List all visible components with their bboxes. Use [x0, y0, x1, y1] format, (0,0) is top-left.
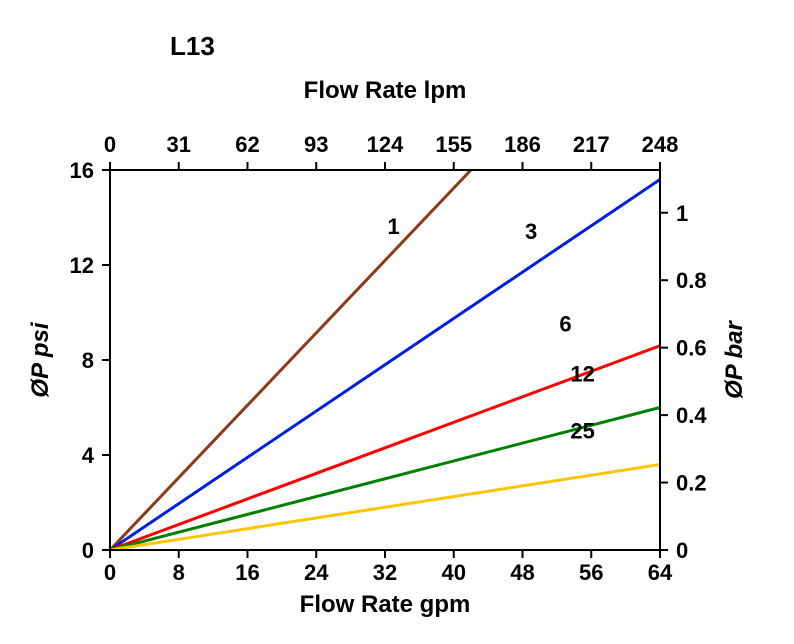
x-top-tick-label: 62 [235, 132, 259, 157]
x-bottom-tick-label: 0 [104, 560, 116, 585]
series-label-6: 6 [559, 312, 571, 337]
x-bottom-tick-label: 32 [373, 560, 397, 585]
y-right-tick-label: 1 [676, 201, 688, 226]
y-right-tick-label: 0.4 [676, 403, 707, 428]
x-top-tick-label: 31 [167, 132, 191, 157]
series-label-12: 12 [570, 361, 594, 386]
chart-title: L13 [170, 31, 215, 61]
x-top-tick-label: 93 [304, 132, 328, 157]
x-top-tick-label: 155 [435, 132, 472, 157]
x-top-tick-label: 124 [367, 132, 404, 157]
x-top-tick-label: 217 [573, 132, 610, 157]
series-label-1: 1 [387, 214, 399, 239]
x-bottom-tick-label: 16 [235, 560, 259, 585]
y-right-tick-label: 0 [676, 538, 688, 563]
y-left-tick-label: 0 [82, 538, 94, 563]
y-left-axis-label: ØP psi [27, 321, 54, 397]
x-bottom-tick-label: 64 [648, 560, 673, 585]
chart-container: L13Flow Rate lpm031629312415518621724808… [0, 0, 794, 644]
x-bottom-tick-label: 8 [173, 560, 185, 585]
y-right-tick-label: 0.8 [676, 268, 707, 293]
x-top-tick-label: 0 [104, 132, 116, 157]
series-label-25: 25 [570, 418, 594, 443]
x-bottom-tick-label: 40 [442, 560, 466, 585]
x-top-tick-label: 186 [504, 132, 541, 157]
y-right-axis-label: ØP bar [721, 319, 748, 398]
x-bottom-tick-label: 24 [304, 560, 329, 585]
y-left-tick-label: 4 [82, 443, 95, 468]
x-bottom-tick-label: 56 [579, 560, 603, 585]
y-left-tick-label: 12 [70, 253, 94, 278]
y-right-tick-label: 0.6 [676, 336, 707, 361]
x-bottom-axis-label: Flow Rate gpm [300, 591, 471, 618]
y-right-tick-label: 0.2 [676, 471, 707, 496]
x-top-axis-label: Flow Rate lpm [304, 77, 467, 104]
series-label-3: 3 [525, 219, 537, 244]
y-left-tick-label: 8 [82, 348, 94, 373]
x-bottom-tick-label: 48 [510, 560, 534, 585]
chart-svg: L13Flow Rate lpm031629312415518621724808… [0, 0, 794, 644]
x-top-tick-label: 248 [642, 132, 679, 157]
y-left-tick-label: 16 [70, 158, 94, 183]
